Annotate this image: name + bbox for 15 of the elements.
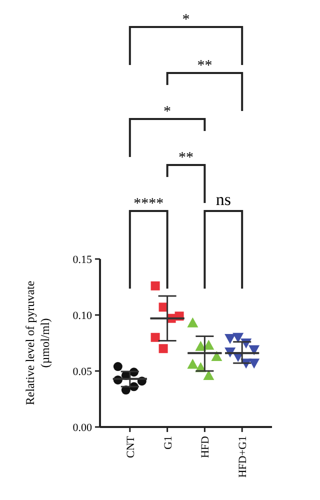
x-tick-label: G1	[162, 436, 174, 450]
y-tick-label: 0.10	[72, 310, 92, 322]
text: **	[197, 58, 212, 74]
text: *	[164, 104, 172, 120]
x-tick-label: HFD+G1	[237, 436, 250, 478]
text: ns	[216, 190, 231, 209]
text: ****	[134, 196, 164, 212]
x-tick-label: HFD	[200, 436, 212, 458]
text: *	[182, 12, 190, 28]
y-tick-label: 0.05	[72, 366, 92, 378]
y-tick-label: 0.15	[72, 254, 92, 266]
y-axis-title: Relative level of pyruvate (µmol/ml)	[23, 280, 52, 406]
text: **	[178, 150, 194, 166]
x-tick-label: CNT	[124, 436, 137, 458]
y-tick-label: 0.00	[72, 422, 92, 434]
